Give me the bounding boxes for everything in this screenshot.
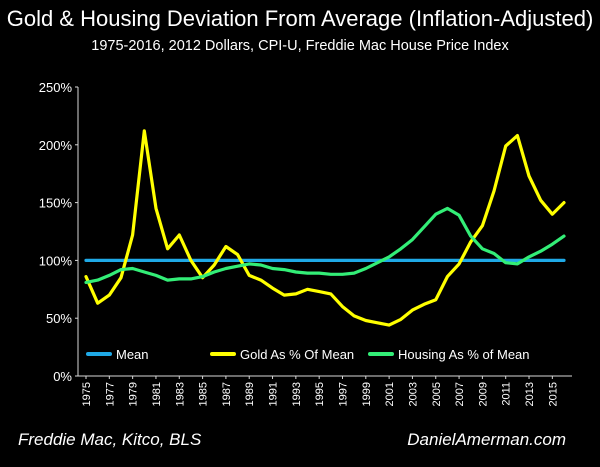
x-tick-label: 1993 [291, 382, 303, 406]
x-tick-label: 1999 [361, 382, 373, 406]
legend: Mean Gold As % Of Mean Housing As % of Mea… [86, 347, 530, 362]
x-tick-label: 1977 [104, 382, 116, 406]
legend-label-2: Housing As % of Mean [398, 347, 530, 362]
x-tick-label: 1997 [337, 382, 349, 406]
chart-subtitle: 1975-2016, 2012 Dollars, CPI-U, Freddie … [91, 38, 509, 54]
x-tick-label: 1983 [174, 382, 186, 406]
x-tick-label: 2005 [431, 382, 443, 406]
x-tick-label: 1975 [81, 382, 93, 406]
y-tick-label: 200% [39, 138, 73, 153]
x-tick-label: 1995 [314, 382, 326, 406]
legend-label-1: Gold As % Of Mean [240, 347, 354, 362]
x-tick-label: 2011 [501, 382, 513, 406]
x-tick-label: 2013 [524, 382, 536, 406]
site-credit: DanielAmerman.com [407, 430, 566, 449]
x-tick-label: 2007 [454, 382, 466, 406]
y-tick-label: 0% [53, 369, 72, 384]
legend-label-0: Mean [116, 347, 149, 362]
series-line-2 [84, 206, 566, 284]
x-tick-label: 1991 [268, 382, 280, 406]
x-tick-label: 1989 [244, 382, 256, 406]
x-tick-label: 1979 [128, 382, 140, 406]
chart-title: Gold & Housing Deviation From Average (I… [6, 6, 594, 31]
x-tick-label: 1981 [151, 382, 163, 406]
x-tick-label: 2001 [384, 382, 396, 406]
x-tick-label: 2015 [547, 382, 559, 406]
y-tick-label: 150% [39, 196, 73, 211]
x-tick-label: 1985 [198, 382, 210, 406]
y-tick-label: 100% [39, 253, 73, 268]
x-tick-label: 2009 [477, 382, 489, 406]
source-credit: Freddie Mac, Kitco, BLS [18, 430, 202, 449]
x-tick-label: 2003 [407, 382, 419, 406]
series-line-1 [84, 129, 566, 327]
y-tick-label: 50% [46, 311, 72, 326]
x-tick-label: 1987 [221, 382, 233, 406]
plot-area: 0% 50% 100% 150% 200% 250% 1975 1977 1979 1981 198… [39, 80, 572, 406]
y-tick-label: 250% [39, 80, 73, 95]
